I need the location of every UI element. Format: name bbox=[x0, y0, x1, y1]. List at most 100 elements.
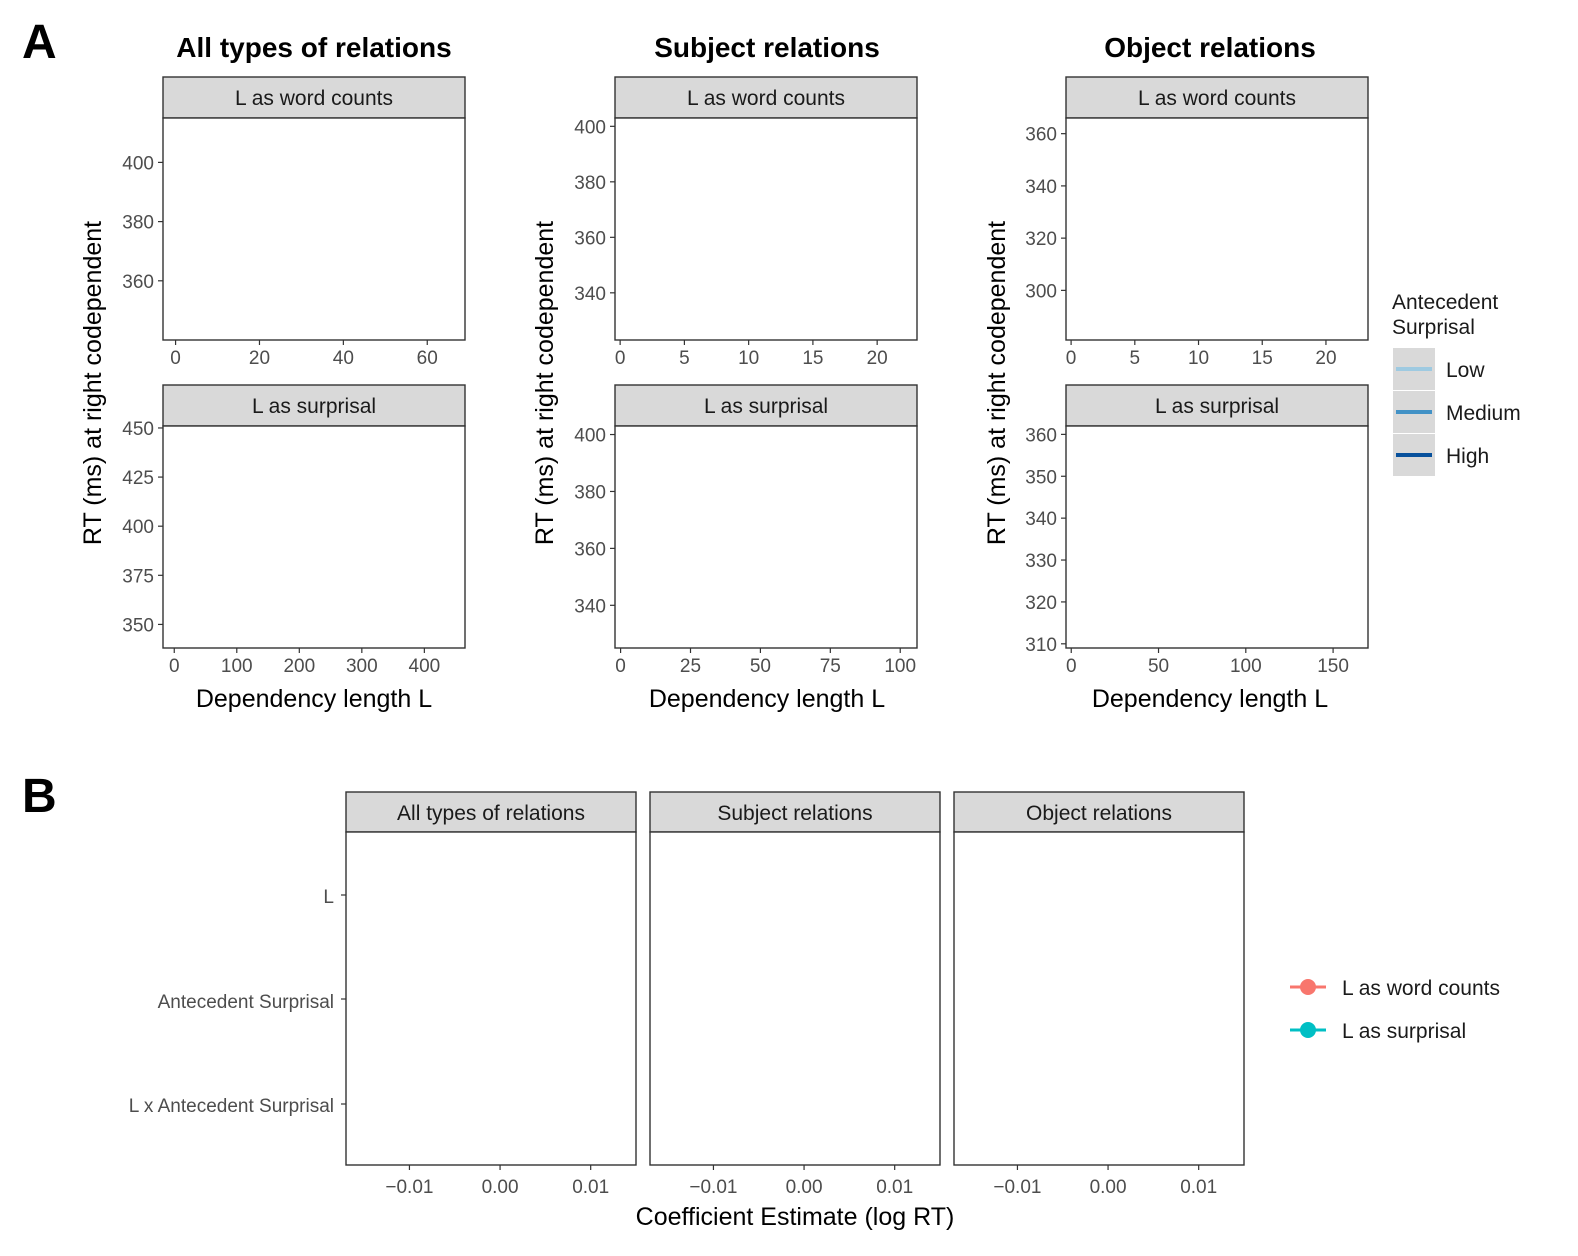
strip-a-obj-surp bbox=[1065, 384, 1369, 427]
x-tick-label: 300 bbox=[346, 656, 378, 677]
y-tick-label: 380 bbox=[122, 213, 154, 234]
x-tick-label: 60 bbox=[417, 348, 438, 369]
y-tick-label: 340 bbox=[574, 284, 606, 305]
plot-frame-a-obj-surp bbox=[1065, 425, 1369, 649]
b-x-tick-label: 0.00 bbox=[482, 1177, 519, 1198]
b-plot-frame-b-obj bbox=[953, 831, 1245, 1166]
x-tick-label: 0 bbox=[169, 656, 180, 677]
y-tick-label: 360 bbox=[574, 539, 606, 560]
panel-a-a-subj-surp: L as surprisal 0 25 50 75 100 340 360 380 400 bbox=[574, 384, 918, 677]
x-tick-label: 50 bbox=[750, 656, 771, 677]
b-legend-label-surprisal: L as surprisal bbox=[1342, 1020, 1466, 1043]
x-tick-label: 0 bbox=[170, 348, 181, 369]
panel-a-a-all-surp: L as surprisal 0 100 200 300 400 350 375 400 425 4… bbox=[122, 384, 466, 677]
x-tick-label: 20 bbox=[249, 348, 270, 369]
b-legend-label-wordcounts: L as word counts bbox=[1342, 977, 1500, 1000]
y-tick-label: 360 bbox=[122, 272, 154, 293]
x-tick-label: 0 bbox=[1066, 656, 1077, 677]
plot-frame-a-subj-wc bbox=[614, 117, 918, 341]
b-plot-frame-b-subj bbox=[649, 831, 941, 1166]
panel-a-a-obj-wc: L as word counts 0 5 10 15 20 300 320 340 360 bbox=[1025, 76, 1369, 369]
x-tick-label: 15 bbox=[802, 348, 823, 369]
y-tick-label: 400 bbox=[574, 426, 606, 447]
y-axis-title-all: RT (ms) at right codependent bbox=[79, 221, 107, 545]
y-tick-label: 380 bbox=[574, 482, 606, 503]
x-tick-label: 0 bbox=[615, 348, 626, 369]
y-tick-label: 375 bbox=[122, 566, 154, 587]
b-x-tick-label: 0.01 bbox=[572, 1177, 609, 1198]
y-tick-label: 300 bbox=[1025, 281, 1057, 302]
x-tick-label: 50 bbox=[1148, 656, 1169, 677]
x-tick-label: 40 bbox=[333, 348, 354, 369]
b-x-tick-label: 0.01 bbox=[1180, 1177, 1217, 1198]
b-x-tick-label: 0.00 bbox=[1090, 1177, 1127, 1198]
y-tick-label: 400 bbox=[122, 517, 154, 538]
x-tick-label: 5 bbox=[679, 348, 690, 369]
legend-title-line1: Antecedent bbox=[1392, 291, 1498, 314]
x-tick-label: 10 bbox=[1188, 348, 1209, 369]
b-legend-key-wordcounts-dot bbox=[1300, 979, 1316, 995]
legend-label-low: Low bbox=[1446, 359, 1485, 382]
x-tick-label: 75 bbox=[820, 656, 841, 677]
col-title-all: All types of relations bbox=[176, 32, 451, 63]
x-tick-label: 100 bbox=[221, 656, 253, 677]
y-tick-label: 340 bbox=[1025, 509, 1057, 530]
b-term-label-interaction: L x Antecedent Surprisal bbox=[129, 1096, 334, 1117]
y-tick-label: 400 bbox=[574, 117, 606, 138]
panel-a-a-obj-surp: L as surprisal 0 50 100 150 310 320 330 340 350 36… bbox=[1025, 384, 1369, 677]
panel-a-letter: A bbox=[22, 16, 57, 69]
y-tick-label: 380 bbox=[574, 173, 606, 194]
y-tick-label: 360 bbox=[1025, 425, 1057, 446]
b-term-label-l: L bbox=[323, 887, 334, 908]
strip-a-all-wc bbox=[162, 76, 466, 119]
b-strip-object-label: Object relations bbox=[1026, 802, 1172, 825]
y-tick-label: 340 bbox=[574, 596, 606, 617]
strip-a-subj-wc bbox=[614, 76, 918, 119]
legend-label-high: High bbox=[1446, 445, 1489, 468]
x-tick-label: 400 bbox=[409, 656, 441, 677]
legend-label-medium: Medium bbox=[1446, 402, 1521, 425]
strip-label-a-all-wc: L as word counts bbox=[235, 87, 393, 110]
b-x-axis-title: Coefficient Estimate (log RT) bbox=[636, 1203, 955, 1231]
strip-label-a-subj-surp: L as surprisal bbox=[704, 395, 828, 418]
col-title-object: Object relations bbox=[1104, 32, 1316, 63]
b-plot-frame-b-all bbox=[345, 831, 637, 1166]
y-tick-label: 320 bbox=[1025, 593, 1057, 614]
b-x-tick-label: −0.01 bbox=[993, 1177, 1041, 1198]
panel-b-letter: B bbox=[22, 770, 57, 823]
strip-a-obj-wc bbox=[1065, 76, 1369, 119]
y-tick-label: 450 bbox=[122, 419, 154, 440]
x-tick-label: 5 bbox=[1130, 348, 1141, 369]
b-strip-subject bbox=[649, 791, 941, 833]
x-tick-label: 10 bbox=[738, 348, 759, 369]
x-tick-label: 100 bbox=[884, 656, 916, 677]
panel-a-a-all-wc: L as word counts 0 20 40 60 360 380 400 bbox=[122, 76, 466, 369]
x-tick-label: 150 bbox=[1317, 656, 1349, 677]
y-tick-label: 400 bbox=[122, 153, 154, 174]
panel-a-a-subj-wc: L as word counts 0 5 10 15 20 340 360 380 400 bbox=[574, 76, 918, 369]
col-title-subject: Subject relations bbox=[654, 32, 880, 63]
x-tick-label: 0 bbox=[1066, 348, 1077, 369]
y-axis-title-object: RT (ms) at right codependent bbox=[983, 221, 1011, 545]
b-x-tick-label: 0.01 bbox=[876, 1177, 913, 1198]
y-axis-title-subject: RT (ms) at right codependent bbox=[531, 221, 559, 545]
panel-b-b-all: *********−0.010.000.01 bbox=[341, 831, 637, 1198]
y-tick-label: 320 bbox=[1025, 229, 1057, 250]
y-tick-label: 360 bbox=[1025, 125, 1057, 146]
b-x-tick-label: 0.00 bbox=[786, 1177, 823, 1198]
x-axis-title-object: Dependency length L bbox=[1092, 685, 1328, 713]
panel-b-legend: L as word counts L as surprisal bbox=[1290, 977, 1500, 1043]
x-tick-label: 25 bbox=[680, 656, 701, 677]
x-tick-label: 200 bbox=[283, 656, 315, 677]
y-tick-label: 350 bbox=[1025, 467, 1057, 488]
y-tick-label: 330 bbox=[1025, 551, 1057, 572]
x-tick-label: 100 bbox=[1230, 656, 1262, 677]
b-strip-subject-label: Subject relations bbox=[717, 802, 872, 825]
legend-title-line2: Surprisal bbox=[1392, 316, 1475, 339]
x-axis-title-subject: Dependency length L bbox=[649, 685, 885, 713]
b-strip-all bbox=[345, 791, 637, 833]
b-legend-key-surprisal-dot bbox=[1300, 1022, 1316, 1038]
